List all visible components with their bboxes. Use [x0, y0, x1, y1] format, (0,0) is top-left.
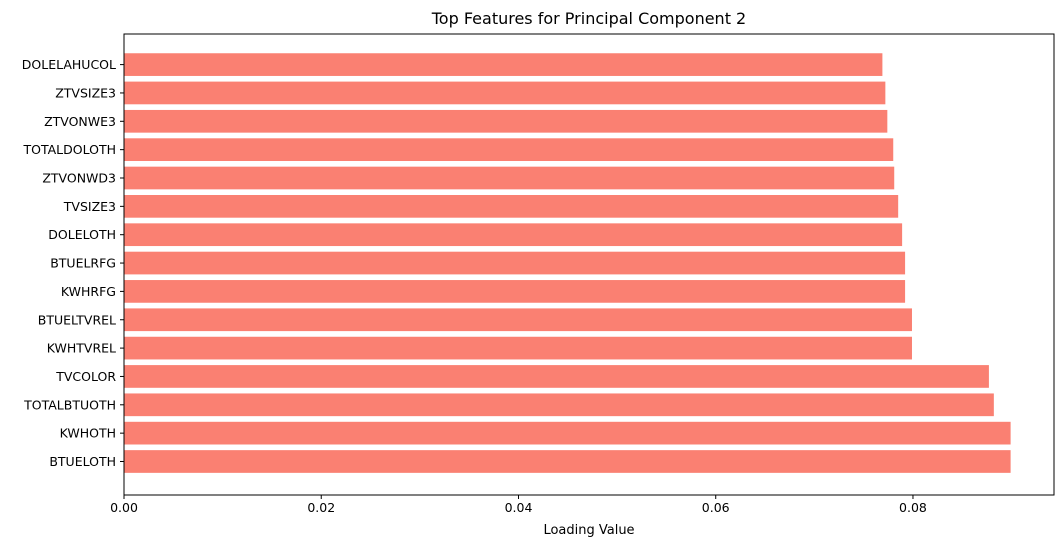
y-tick-label: DOLELAHUCOL [22, 57, 116, 72]
bar [124, 138, 894, 161]
bar [124, 81, 886, 105]
plot-frame [123, 33, 1055, 496]
bar [124, 365, 989, 388]
y-tick-label: TVCOLOR [55, 369, 116, 384]
bar [124, 195, 899, 218]
bar [124, 223, 903, 247]
bar [124, 450, 1011, 473]
x-tick-label: 0.06 [702, 500, 730, 515]
x-axis-ticks: 0.00 0.02 0.04 0.06 0.08 [110, 495, 927, 515]
bar [124, 53, 883, 76]
bars-group [124, 53, 1011, 473]
bar [124, 393, 994, 417]
y-tick-label: TOTALBTUOTH [23, 397, 116, 412]
bar [124, 280, 906, 303]
y-tick-label: BTUELTVREL [38, 312, 116, 327]
bar [124, 308, 912, 332]
y-tick-label: BTUELRFG [50, 256, 116, 271]
x-tick-label: 0.04 [505, 500, 533, 515]
y-tick-label: KWHRFG [61, 284, 116, 299]
x-tick-label: 0.08 [899, 500, 927, 515]
chart-title: Top Features for Principal Component 2 [431, 9, 746, 28]
y-tick-label: TVSIZE3 [63, 199, 116, 214]
x-tick-label: 0.00 [110, 500, 138, 515]
bar [124, 251, 906, 275]
y-tick-label: KWHOTH [60, 426, 116, 441]
bar [124, 336, 912, 360]
y-tick-label: ZTVONWE3 [44, 114, 116, 129]
y-tick-label: KWHTVREL [47, 341, 116, 356]
x-tick-label: 0.02 [307, 500, 335, 515]
y-tick-label: BTUELOTH [49, 454, 116, 469]
bar [124, 421, 1011, 445]
y-tick-label: TOTALDOLOTH [22, 142, 116, 157]
y-tick-label: ZTVSIZE3 [55, 85, 116, 100]
bar [124, 166, 895, 190]
bar [124, 109, 888, 133]
y-tick-label: DOLELOTH [48, 227, 116, 242]
x-axis-label: Loading Value [543, 523, 634, 538]
y-axis-ticks: BTUELOTH KWHOTH TOTALBTUOTH TVCOLOR KWHTVREL… [22, 57, 124, 469]
y-tick-label: ZTVONWD3 [42, 171, 116, 186]
